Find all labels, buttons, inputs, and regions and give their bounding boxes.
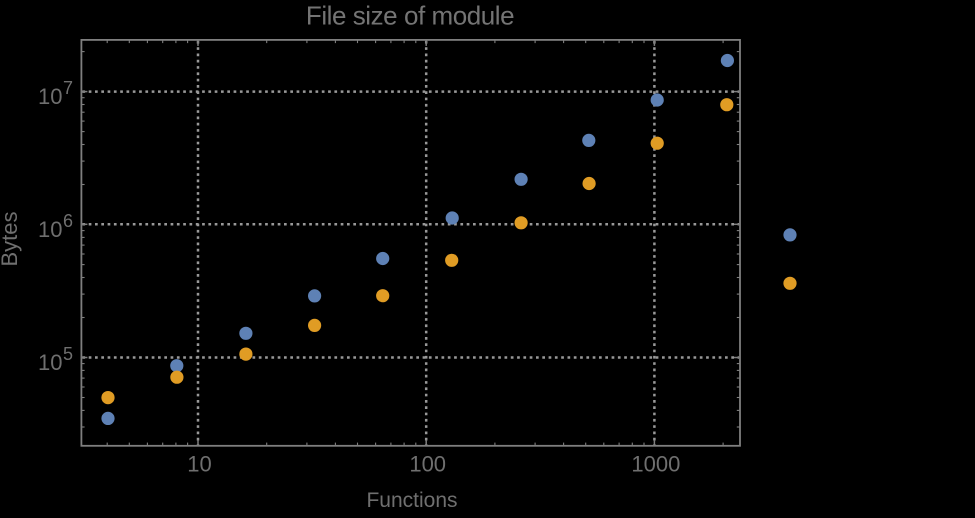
svg-text:File size of module: File size of module <box>306 1 514 31</box>
svg-text:6: 6 <box>63 211 73 231</box>
svg-text:10: 10 <box>38 84 62 109</box>
svg-text:5: 5 <box>63 344 73 364</box>
svg-text:10: 10 <box>38 350 62 375</box>
svg-text:100: 100 <box>409 452 446 477</box>
svg-text:Functions: Functions <box>366 489 457 512</box>
svg-text:10: 10 <box>38 217 62 242</box>
svg-text:1000: 1000 <box>631 452 680 477</box>
svg-text:7: 7 <box>63 78 73 98</box>
svg-text:Bytes: Bytes <box>0 211 22 266</box>
svg-text:10: 10 <box>187 452 211 477</box>
